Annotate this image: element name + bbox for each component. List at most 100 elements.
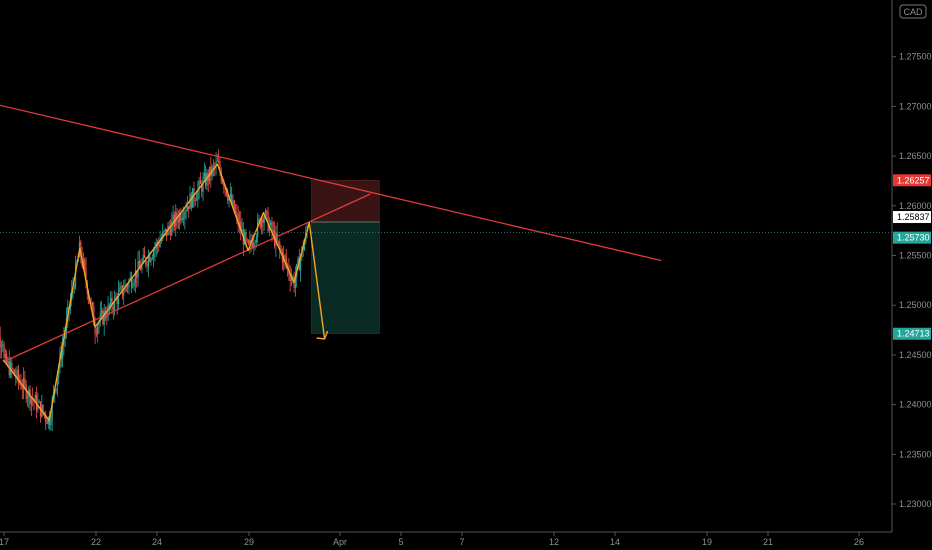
candle-body [85,267,87,282]
candle-body [277,240,280,243]
candle-body [117,291,120,305]
candle-body [258,219,260,220]
price-tag-label: 1.24713 [897,329,930,339]
candle-body [221,180,224,183]
candle-body [249,240,251,245]
wave-pattern-path[interactable] [2,163,326,422]
candle-body [84,259,86,268]
time-tick-label: 24 [152,537,162,547]
candle-body [246,239,248,241]
candle-body [7,361,9,364]
candle-body [158,244,160,247]
candle-body [299,257,302,271]
candle-body [22,378,25,390]
candle-body [112,307,114,310]
price-tag-label: 1.25730 [897,233,930,243]
candle-body [58,368,60,379]
candle-body [303,241,306,251]
take-profit-zone[interactable] [311,221,380,334]
candle-body [262,219,264,223]
candle-body [219,162,221,172]
candle-body [73,287,75,289]
candle-body [284,255,286,259]
candle-body [234,211,237,213]
candle-body [194,200,196,202]
candle-body [150,258,152,262]
candle-body [149,255,151,262]
price-tick-label: 1.23000 [899,499,932,509]
candle-body [245,232,247,240]
candle-body [26,396,29,399]
candle-body [182,218,185,219]
candle-body [94,325,96,334]
candle-body [280,248,282,252]
candle-body [50,419,52,426]
candle-body [30,398,32,405]
price-tag-label: 1.25837 [897,212,930,222]
time-axis[interactable]: 17 22 24 29 Apr 5 7 12 14 19 21 26 [0,532,864,547]
price-axis[interactable]: 1.27500 1.27000 1.26500 1.26000 1.25500 1.250… [892,52,932,509]
candle-body [3,344,5,358]
candle-body [244,232,246,245]
candle-body [142,254,144,263]
candle-body [101,310,103,314]
candle-body [141,262,143,270]
candle-body [154,248,156,251]
candle-body [241,229,243,232]
candle-body [134,270,137,283]
candle-body [34,395,36,401]
candle-body [136,270,138,278]
candle-body [97,326,99,334]
candle-body [38,401,40,403]
candle-body [223,182,225,188]
candle-body [151,257,153,259]
candle-body [110,298,112,307]
candle-body [153,250,155,258]
candle-body [272,230,274,233]
time-tick-label: 19 [702,537,712,547]
candle-body [25,383,27,399]
candle-body [225,188,228,196]
candle-body [198,180,200,190]
price-tick-label: 1.26000 [899,201,932,211]
candle-body [172,214,174,222]
price-tick-label: 1.26500 [899,151,932,161]
candle-body [270,221,272,225]
candle-body [64,332,66,339]
candle-body [188,205,190,209]
candle-body [114,296,116,310]
candle-body [124,285,126,292]
candle-body [130,277,133,288]
candle-body [163,231,165,233]
price-tick-label: 1.27000 [899,101,932,111]
candle-body [111,298,113,308]
candle-body [120,285,122,288]
candle-body [195,199,198,201]
descending-trendline[interactable] [0,102,662,262]
price-tick-label: 1.24000 [899,400,932,410]
candle-body [177,219,179,223]
candle-body [55,389,57,392]
candle-body [253,243,255,248]
candle-body [255,236,257,243]
candle-body [16,369,18,378]
candle-body [260,219,263,228]
price-tick-label: 1.27500 [899,52,932,62]
candle-body [128,280,130,288]
candle-body [264,210,267,218]
candle-body [212,165,215,167]
candle-body [42,404,44,413]
candle-body [115,296,117,298]
candle-body [286,264,289,267]
candle-body [271,221,273,233]
candle-body [201,183,203,192]
candle-body [146,264,148,266]
candle-body [106,317,108,319]
time-tick-label: 17 [0,537,9,547]
candle-body [247,240,250,245]
candle-body [107,304,109,318]
candle-body [236,212,238,214]
candle-body [108,304,111,307]
candle-body [231,194,233,205]
